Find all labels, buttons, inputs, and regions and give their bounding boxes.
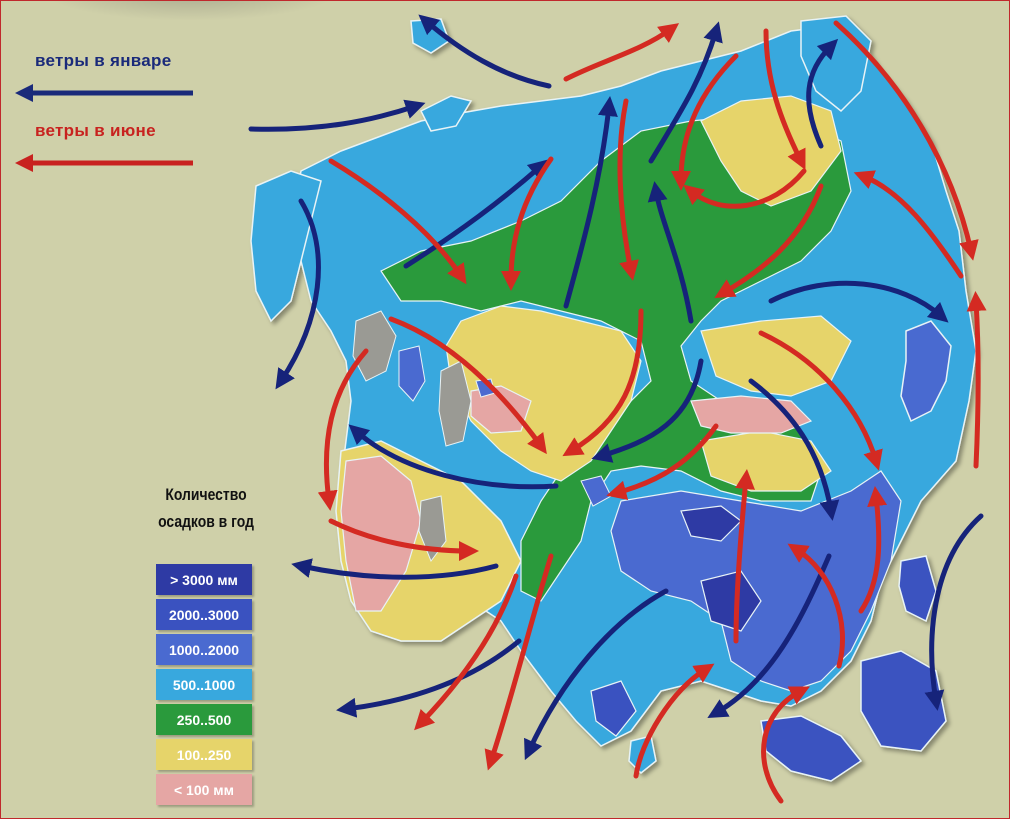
precipitation-legend-item: 2000..3000: [156, 599, 252, 630]
jan-wind-10: [348, 424, 559, 490]
jun-wind-21: [858, 486, 888, 614]
jun-wind-19: [484, 553, 554, 771]
land-indonesia: [760, 715, 863, 782]
zone-under100-arabia: [340, 455, 422, 612]
precipitation-legend-title: Количество осадков в год: [128, 481, 284, 535]
precipitation-legend: > 3000 мм 2000..3000 1000..2000 500..1000 25…: [156, 564, 252, 809]
january-winds: [248, 14, 984, 761]
jun-wind-10: [853, 170, 964, 279]
jan-wind-2: [248, 99, 426, 132]
precipitation-legend-item: < 100 мм: [156, 774, 252, 805]
zone-100-250-northeast: [700, 95, 842, 207]
jun-wind-20: [733, 469, 755, 644]
precipitation-zones: [340, 95, 902, 737]
jan-wind-8: [806, 38, 839, 149]
jun-wind-13: [562, 308, 644, 457]
jan-wind-9: [768, 280, 949, 323]
jun-wind-24: [761, 686, 810, 804]
wind-legend-january-label: ветры в январе: [35, 51, 172, 70]
zone-over3000-east: [680, 505, 742, 542]
precipitation-title-line2: осадков в год: [158, 512, 254, 531]
jun-wind-15: [758, 330, 883, 471]
jun-wind-9: [833, 20, 979, 261]
jun-wind-6: [763, 28, 806, 170]
jun-wind-5: [671, 53, 739, 191]
jan-wind-6: [648, 21, 723, 164]
precipitation-legend-item: 100..250: [156, 739, 252, 770]
wind-legend-january: ветры в январе: [15, 51, 205, 121]
jan-wind-11: [591, 358, 704, 463]
jun-wind-11: [966, 291, 987, 469]
jun-wind-8: [714, 183, 824, 299]
blue-arrow-icon: [15, 84, 193, 102]
jan-wind-16: [707, 553, 832, 719]
wind-legend-june-label: ветры в июне: [35, 121, 156, 140]
lake-caspian: [398, 345, 426, 402]
land-novaya-zemlya: [419, 95, 473, 132]
zone-1000-2000: [610, 470, 902, 692]
jun-wind-17: [328, 518, 479, 561]
jun-wind-12: [388, 316, 547, 455]
wind-legend-june: ветры в июне: [15, 121, 205, 191]
zone-over3000-indochina: [700, 570, 762, 632]
land-borneo: [860, 650, 947, 752]
precipitation-legend-item: > 3000 мм: [156, 564, 252, 595]
jan-wind-17: [924, 513, 984, 711]
wind-legend: ветры в январе ветры в июне: [15, 51, 205, 191]
jan-wind-12: [748, 378, 840, 521]
precipitation-title-line1: Количество: [165, 485, 247, 504]
jan-wind-15: [524, 588, 669, 761]
jun-wind-22: [787, 543, 845, 669]
land-philippines: [898, 555, 937, 623]
zone-mountains-caucasus: [352, 310, 397, 382]
zone-over3000-india: [590, 680, 637, 737]
jan-wind-5: [563, 96, 618, 309]
jan-wind-13: [291, 558, 499, 580]
jan-wind-4: [403, 159, 549, 269]
jun-wind-16: [317, 348, 369, 511]
zone-under100-karakum: [470, 385, 532, 434]
jun-wind-7: [683, 168, 807, 209]
jun-wind-1: [563, 23, 680, 82]
precipitation-legend-item: 1000..2000: [156, 634, 252, 665]
jun-wind-14: [606, 423, 719, 501]
jun-wind-23: [633, 663, 715, 779]
jan-wind-7: [647, 181, 694, 324]
red-arrow-icon: [15, 154, 193, 172]
jun-wind-2: [328, 158, 467, 285]
precipitation-legend-item: 500..1000: [156, 669, 252, 700]
june-winds: [317, 20, 987, 804]
land-japan: [900, 320, 952, 423]
precipitation-legend-item: 250..500: [156, 704, 252, 735]
jun-wind-18: [414, 573, 519, 731]
jan-wind-1: [418, 14, 552, 89]
jan-wind-14: [336, 638, 522, 718]
jan-wind-3: [275, 198, 321, 390]
corner-shadow: [41, 1, 341, 21]
jun-wind-4: [617, 98, 639, 281]
jun-wind-3: [501, 156, 554, 291]
